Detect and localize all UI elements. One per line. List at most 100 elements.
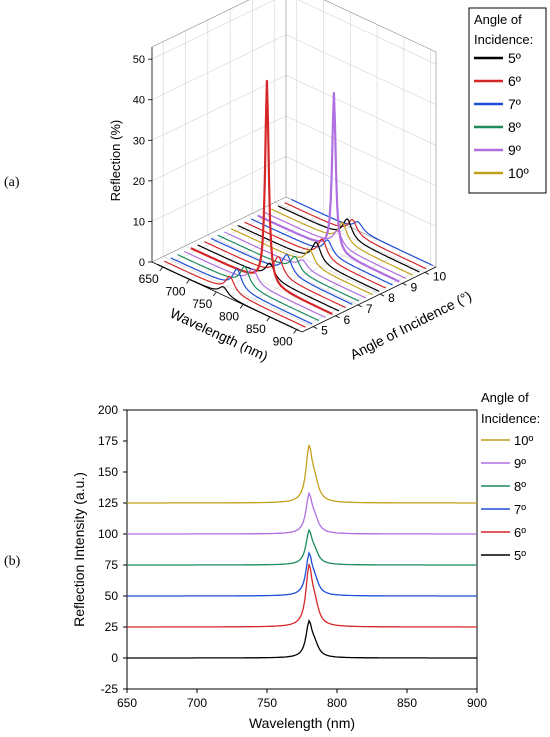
y-tick-label: 100 [98,527,118,541]
y-tick-mark [335,315,340,319]
legend-entry-7deg: 7º [514,502,526,517]
series-line-9deg [257,91,400,283]
y-tick-label: 150 [98,465,118,479]
legend-entry-8deg: 8º [508,119,521,135]
y-tick-mark [357,304,363,308]
y-tick-label: 5 [321,324,328,338]
y-tick-label: 200 [98,403,118,417]
x-tick-label: 900 [273,335,293,349]
legend-entry-6deg: 6º [514,525,526,540]
x-tick-label: 800 [327,696,347,710]
legend-title: Angle of [474,12,522,27]
y-axis-title: Angle of Incidence (°) [347,287,474,362]
y-tick-label: 8 [388,291,395,305]
side-wall-gridline [151,156,287,222]
back-edge [151,0,250,48]
plot-frame [126,409,478,690]
y-tick-label: -25 [101,682,119,696]
x-tick-label: 700 [165,285,185,299]
legend-entry-5deg: 5º [514,548,526,563]
z-axis-title: Reflection (%) [108,120,123,202]
legend-title: Incidence: [474,32,533,47]
y-tick-label: 9 [411,280,418,294]
y-tick-label: 10 [433,269,447,283]
series-line-6deg [127,564,477,628]
x-tick-mark [186,279,190,284]
x-tick-label: 750 [192,297,212,311]
back-wall-gridline [285,75,437,146]
x-tick-mark [293,329,297,334]
background-trace [264,211,407,279]
panel-b-label: (b) [4,554,21,569]
back-edge [151,196,287,263]
legend-frame [468,7,547,194]
x-tick-label: 700 [187,696,207,710]
y-tick-label: 25 [105,620,119,634]
y-tick-label: 75 [105,558,119,572]
floor-gridline [242,239,378,305]
x-tick-label: 800 [219,310,239,324]
legend-entry-5deg: 5º [508,50,521,66]
series-line-5deg [127,619,477,659]
series-line-10deg [127,444,477,504]
y-tick-label: 0 [111,651,118,665]
x-tick-label: 750 [257,696,277,710]
side-wall-gridline [151,115,287,182]
y-axis-title: Reflection Intensity (a.u.) [71,472,87,627]
y-tick-mark [402,282,407,286]
panel-a-label: (a) [4,175,20,190]
side-wall-gridline [151,0,275,60]
z-tick-label: 50 [133,54,145,66]
x-tick-mark [159,266,164,272]
background-trace [217,234,360,302]
waterfall-3d-chart: 0 10 20 30 40 50 650 700 750 800 850 900 5 6 7 8 9 10 Refl… [108,0,474,364]
floor-gridline [274,202,425,273]
legend-entry-9deg: 9º [514,456,526,471]
floor-gridline [230,223,381,295]
background-trace [271,208,413,276]
series-line-9deg [127,491,477,535]
x-tick-label: 900 [467,696,487,710]
y-tick-label: 7 [366,302,373,316]
background-trace [163,260,306,328]
legend-entry-6deg: 6º [508,73,521,89]
background-trace [183,250,326,318]
series-line-7deg [127,551,477,597]
z-tick-label: 30 [133,135,145,147]
y-tick-label: 175 [98,434,118,448]
background-trace [177,254,320,322]
legend-entry-10deg: 10º [514,433,533,448]
back-wall-gridline [297,0,437,65]
x-tick-mark [266,316,271,322]
legend-2d: Angle of Incidence: 10º 9º 8º 7º 6º 5º [481,390,540,563]
x-tick-label: 650 [117,696,137,710]
legend-entry-7deg: 7º [508,96,521,112]
background-trace [224,231,367,299]
legend-entry-9deg: 9º [508,142,521,158]
legend-title: Incidence: [481,411,540,426]
side-wall-gridline [151,34,287,101]
z-tick-label: 10 [133,216,145,228]
x-axis-title: Wavelength (nm) [249,715,355,731]
background-trace [291,198,434,267]
back-edge [323,0,437,53]
x-tick-mark [239,304,244,309]
legend-3d: Angle of Incidence: 5º 6º 7º 8º 9º 10º [468,7,547,194]
x-tick-label: 650 [139,272,159,286]
series-line-8deg [127,528,477,566]
background-trace [277,205,420,273]
legend-title: Angle of [481,390,529,405]
side-wall-gridline [151,75,287,141]
background-trace [230,228,373,296]
background-trace [170,257,313,325]
x-tick-mark [212,291,217,297]
background-trace [237,224,380,292]
background-trace [197,244,340,312]
series-line-6deg [190,79,333,316]
background-trace [284,202,427,270]
z-tick-label: 20 [133,176,145,188]
y-tick-label: 125 [98,496,118,510]
background-trace [157,263,300,332]
legend-entry-10deg: 10º [508,165,529,181]
